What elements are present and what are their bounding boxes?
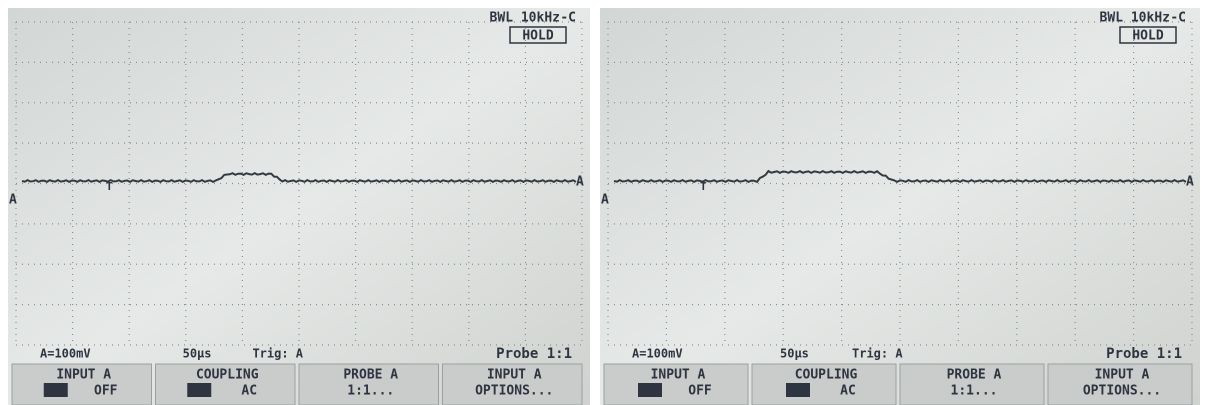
hold-label: HOLD bbox=[1132, 29, 1163, 44]
channel-marker: A bbox=[576, 175, 584, 190]
softkey-label: PROBE A bbox=[343, 368, 398, 383]
softkey-option: AC bbox=[840, 384, 856, 399]
softkey-option: ON bbox=[48, 384, 64, 399]
softkey bbox=[11, 363, 152, 405]
channel-marker: A bbox=[9, 193, 17, 208]
softkey-option: OPTIONS... bbox=[475, 384, 553, 399]
waveform bbox=[613, 169, 1187, 184]
bandwidth-icon: -C bbox=[1170, 11, 1186, 26]
softkey-option: 1:1... bbox=[951, 384, 998, 399]
softkey-option: OPTIONS... bbox=[1083, 384, 1161, 399]
scale-label: A=100mV bbox=[40, 347, 91, 361]
softkey bbox=[1047, 363, 1193, 405]
softkey-label: COUPLING bbox=[795, 368, 858, 383]
softkey-label: COUPLING bbox=[196, 368, 259, 383]
screen-background bbox=[600, 8, 1200, 405]
softkey-option: ON bbox=[642, 384, 658, 399]
screen-background bbox=[8, 8, 590, 405]
softkey-option: OFF bbox=[688, 384, 712, 399]
bandwidth-label: BWL 10kHz bbox=[490, 11, 560, 26]
channel-marker: A bbox=[601, 193, 609, 208]
selected-option bbox=[638, 383, 662, 397]
softkey-label: INPUT A bbox=[56, 368, 111, 383]
bandwidth-icon: -C bbox=[560, 11, 576, 26]
hold-label: HOLD bbox=[522, 29, 553, 44]
softkey bbox=[298, 363, 439, 405]
softkey-label: INPUT A bbox=[651, 368, 706, 383]
trigger-marker: T bbox=[106, 180, 113, 193]
softkey-label: INPUT A bbox=[1095, 368, 1150, 383]
timebase-label: 50µs bbox=[780, 347, 809, 361]
softkey-option: DC bbox=[191, 384, 207, 399]
selected-option bbox=[786, 383, 810, 397]
scope-screen: A A T BWL 10kHz -C HOLD A=100mV 50µs Trig: A Prob… bbox=[600, 8, 1200, 405]
softkey-option: 1:1... bbox=[347, 384, 394, 399]
hold-box bbox=[509, 26, 567, 44]
softkey-option: AC bbox=[241, 384, 257, 399]
channel-marker: A bbox=[1186, 175, 1194, 190]
bandwidth-label: BWL 10kHz bbox=[1100, 11, 1170, 26]
trigger-label: Trig: A bbox=[252, 347, 303, 361]
probe-label: Probe 1:1 bbox=[1106, 346, 1182, 362]
trigger-marker: T bbox=[700, 180, 707, 193]
selected-option bbox=[187, 383, 212, 397]
softkey bbox=[155, 363, 296, 405]
scale-label: A=100mV bbox=[632, 347, 683, 361]
hold-box bbox=[1119, 26, 1177, 44]
softkey bbox=[751, 363, 897, 405]
softkey bbox=[442, 363, 583, 405]
softkey bbox=[899, 363, 1045, 405]
softkey-option: DC bbox=[790, 384, 806, 399]
scope-screen: A A T BWL 10kHz -C HOLD A=100mV 50µs Trig: A Prob… bbox=[8, 8, 590, 405]
timebase-label: 50µs bbox=[183, 347, 212, 361]
softkey-label: PROBE A bbox=[947, 368, 1002, 383]
softkey-option: OFF bbox=[94, 384, 118, 399]
softkey-label: INPUT A bbox=[487, 368, 542, 383]
softkey bbox=[603, 363, 749, 405]
probe-label: Probe 1:1 bbox=[496, 346, 572, 362]
trigger-label: Trig: A bbox=[852, 347, 903, 361]
selected-option bbox=[43, 383, 68, 397]
waveform bbox=[21, 171, 577, 184]
